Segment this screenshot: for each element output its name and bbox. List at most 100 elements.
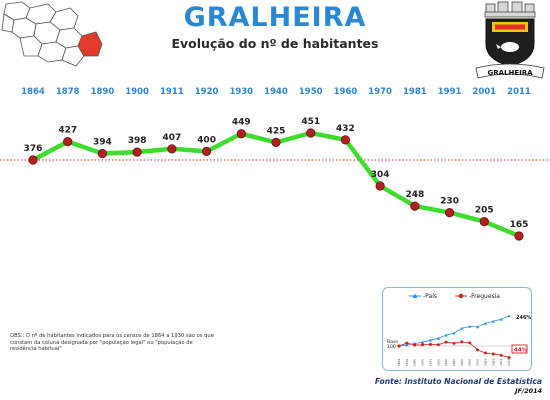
data-point: [201, 146, 212, 156]
data-label: 248: [405, 190, 424, 200]
freguesia-point: [452, 341, 456, 345]
data-point: [167, 144, 177, 154]
data-label: 304: [371, 170, 390, 180]
freguesia-point: [476, 348, 480, 352]
inset-x-tick-label: 1864: [397, 359, 401, 366]
x-tick-label: 2011: [507, 87, 531, 97]
page-subtitle: Evolução do nº de habitantes: [171, 36, 379, 51]
inset-x-tick-label: 1991: [491, 359, 495, 366]
legend-freguesia: -Freguesia: [469, 293, 500, 300]
data-label: 398: [128, 136, 147, 146]
freguesia-point: [444, 340, 448, 344]
inset-x-tick-label: 1970: [476, 359, 480, 366]
inset-x-tick-label: 1900: [421, 359, 425, 366]
data-label: 425: [267, 126, 286, 136]
data-label: 427: [58, 126, 77, 136]
pais-point: [452, 331, 456, 335]
parish-location-map-icon: [1, 1, 103, 67]
x-tick-label: 2001: [472, 87, 496, 97]
x-tick-label: 1981: [403, 87, 427, 97]
data-point: [479, 216, 489, 227]
inset-x-tick-label: 1911: [428, 359, 432, 366]
data-label: 394: [93, 138, 112, 148]
data-label: 451: [301, 117, 320, 127]
x-tick-label: 1900: [125, 87, 149, 97]
data-source: Fonte: Instituto Nacional de Estatística: [374, 377, 542, 386]
data-point: [444, 207, 455, 218]
inset-x-tick-label: 2011: [507, 359, 511, 366]
crest-motto: GRALHEIRA: [487, 69, 533, 77]
freguesia-end-label: 44%: [514, 348, 528, 354]
pais-point: [420, 340, 425, 344]
page-title: GRALHEIRA: [183, 2, 367, 33]
data-point: [306, 128, 316, 138]
pais-point: [507, 314, 511, 318]
inset-x-tick-label: 1981: [483, 359, 487, 366]
pais-point: [491, 319, 495, 323]
freguesia-highlight-box: [511, 344, 528, 354]
inset-x-tick-label: 1950: [460, 359, 464, 366]
freguesia-point: [468, 341, 472, 345]
pais-point: [499, 317, 503, 321]
x-tick-label: 1991: [438, 87, 462, 97]
data-point: [340, 135, 351, 145]
baseline-label: Base 100: [387, 339, 398, 350]
freguesia-point: [413, 343, 417, 347]
freguesia-point: [428, 342, 432, 346]
data-label: 400: [197, 135, 216, 145]
parish-coat-of-arms-icon: GRALHEIRA: [475, 1, 545, 79]
population-line: [31, 130, 520, 239]
data-label: 165: [510, 220, 529, 230]
inset-x-tick-label: 1940: [452, 359, 456, 366]
legend-pais: -País: [423, 293, 437, 300]
x-tick-label: 1890: [91, 87, 115, 97]
pais-point: [428, 338, 433, 342]
data-label: 205: [475, 206, 494, 216]
data-point: [236, 129, 246, 139]
x-tick-label: 1911: [160, 87, 184, 97]
data-point: [28, 155, 38, 165]
freguesia-point: [405, 341, 409, 345]
freguesia-point: [507, 356, 511, 360]
pais-point: [460, 326, 464, 330]
freguesia-point: [460, 340, 464, 344]
freguesia-point: [499, 353, 503, 357]
inset-x-tick-label: 1920: [436, 359, 440, 366]
inset-x-tick-label: 1960: [468, 359, 472, 366]
freguesia-point: [397, 344, 401, 348]
x-tick-label: 1950: [299, 87, 323, 97]
inset-x-tick-label: 1930: [444, 359, 448, 366]
inset-chart-svg: -País -Freguesia Base 100 246% 44% 1864 18…: [387, 293, 531, 366]
x-tick-label: 1940: [264, 87, 288, 97]
x-tick-label: 1930: [229, 87, 253, 97]
freguesia-point: [483, 351, 487, 355]
inset-legend: -País -Freguesia: [409, 293, 500, 300]
data-point: [514, 231, 524, 241]
data-point: [97, 148, 108, 159]
pais-point: [475, 325, 480, 329]
data-label: 230: [440, 197, 459, 207]
freguesia-point: [436, 343, 440, 347]
inset-x-tick-label: 2001: [499, 359, 503, 366]
data-label: 432: [336, 124, 355, 134]
x-tick-label: 1960: [334, 87, 358, 97]
x-tick-label: 1864: [21, 87, 45, 97]
pais-point: [468, 324, 472, 328]
freguesia-point: [491, 352, 495, 356]
data-point: [375, 181, 385, 191]
data-label: 376: [24, 144, 43, 154]
observation-note: OBS.: O nº de habitantes indicados para …: [10, 333, 214, 353]
pais-point: [405, 343, 409, 347]
freguesia-point: [421, 343, 425, 347]
pais-series-line: [398, 315, 510, 347]
x-tick-label: 1970: [368, 87, 392, 97]
x-tick-label: 1878: [56, 87, 80, 97]
inset-comparison-chart: -País -Freguesia Base 100 246% 44% 1864 18…: [382, 287, 532, 371]
pais-point: [436, 336, 440, 340]
pais-point: [483, 321, 488, 325]
pais-end-label: 246%: [516, 315, 531, 321]
inset-x-tick-label: 1878: [405, 359, 409, 366]
inset-x-tick-label: 1890: [413, 359, 417, 366]
pais-point: [444, 333, 448, 337]
data-point: [410, 201, 420, 211]
